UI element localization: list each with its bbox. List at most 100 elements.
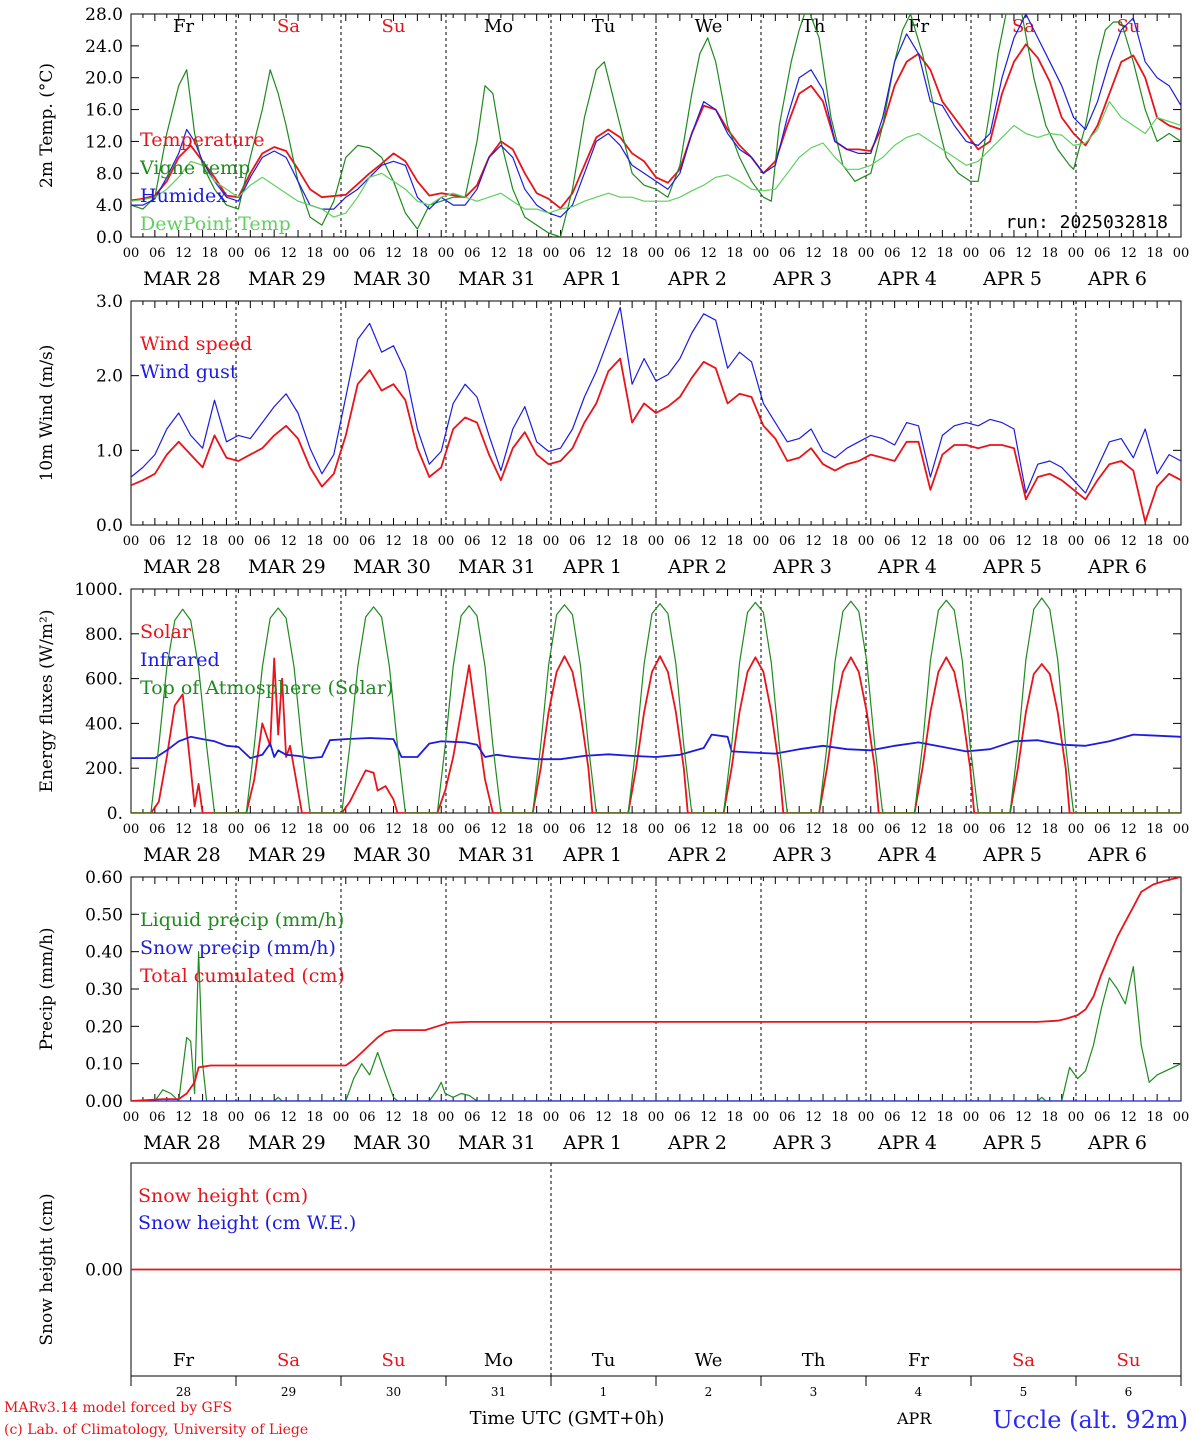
day-number: 6 xyxy=(1125,1385,1133,1399)
date-label: APR 3 xyxy=(772,268,832,290)
date-label: APR 1 xyxy=(562,844,622,866)
hour-label: 12 xyxy=(1015,246,1032,261)
legend-entry: Snow precip (mm/h) xyxy=(140,937,336,959)
hour-label: 18 xyxy=(516,534,533,549)
date-label: APR 4 xyxy=(877,844,937,866)
hour-label: 00 xyxy=(753,534,770,549)
hour-label: 12 xyxy=(280,1110,297,1125)
series-line-temperature xyxy=(131,43,1181,210)
hour-label: 06 xyxy=(254,1110,271,1125)
hour-label: 06 xyxy=(884,246,901,261)
date-label: MAR 30 xyxy=(353,556,431,578)
hour-label: 18 xyxy=(831,246,848,261)
hour-label: 18 xyxy=(831,822,848,837)
hour-label: 06 xyxy=(254,246,271,261)
hour-label: 12 xyxy=(595,534,612,549)
day-number: 29 xyxy=(281,1385,296,1399)
date-label: APR 1 xyxy=(562,556,622,578)
legend-entry: Wind gust xyxy=(140,361,238,383)
y-tick-label: 0.10 xyxy=(85,1055,123,1075)
hour-label: 06 xyxy=(989,534,1006,549)
weekday-label: Tu xyxy=(592,16,616,37)
y-axis-label: 2m Temp. (°C) xyxy=(37,63,57,188)
hour-label: 18 xyxy=(516,822,533,837)
day-number: 4 xyxy=(915,1385,923,1399)
date-label: APR 3 xyxy=(772,844,832,866)
date-label: APR 2 xyxy=(667,844,727,866)
date-label: MAR 28 xyxy=(143,268,221,290)
hour-label: 00 xyxy=(333,534,350,549)
date-label: MAR 31 xyxy=(458,268,536,290)
y-axis-label: Energy fluxes (W/m²) xyxy=(37,610,57,793)
legend-entry: Temperature xyxy=(140,129,264,151)
weekday-label: Fr xyxy=(173,1350,194,1371)
hour-label: 06 xyxy=(989,246,1006,261)
legend-entry: Vigne temp xyxy=(139,157,250,179)
hour-label: 12 xyxy=(280,246,297,261)
date-label: APR 6 xyxy=(1087,556,1147,578)
hour-label: 18 xyxy=(831,1110,848,1125)
hour-label: 06 xyxy=(149,534,166,549)
y-tick-label: 0.20 xyxy=(85,1017,123,1037)
date-label: MAR 30 xyxy=(353,1132,431,1154)
date-label: MAR 31 xyxy=(458,844,536,866)
hour-label: 06 xyxy=(1094,1110,1111,1125)
y-axis-label: 10m Wind (m/s) xyxy=(37,345,57,482)
hour-label: 12 xyxy=(1120,534,1137,549)
y-tick-label: 0.50 xyxy=(85,905,123,925)
hour-label: 18 xyxy=(726,246,743,261)
hour-label: 18 xyxy=(411,246,428,261)
series-line-solar xyxy=(131,655,1181,813)
hour-label: 00 xyxy=(123,1110,140,1125)
hour-label: 12 xyxy=(1120,1110,1137,1125)
y-tick-label: 400. xyxy=(85,714,123,734)
legend-entry: Humidex xyxy=(140,185,227,207)
run-label: run: 2025032818 xyxy=(1005,212,1168,233)
day-number: 31 xyxy=(491,1385,506,1399)
hour-label: 18 xyxy=(1041,246,1058,261)
hour-label: 00 xyxy=(123,246,140,261)
panel-5: 0.00 Snow height (cm) Fr Sa Su Mo Tu We Th Fr Sa Su… xyxy=(37,1162,1182,1399)
series-line-wind-speed xyxy=(131,357,1181,523)
hour-label: 12 xyxy=(595,1110,612,1125)
hour-label: 06 xyxy=(884,534,901,549)
model-credit: MARv3.14 model forced by GFS xyxy=(4,1400,232,1416)
weekday-label: Fr xyxy=(908,16,929,37)
hour-label: 18 xyxy=(621,246,638,261)
hour-label: 12 xyxy=(280,822,297,837)
hour-label: 00 xyxy=(438,822,455,837)
y-tick-label: 0.0 xyxy=(96,516,123,536)
y-tick-label: 8.0 xyxy=(96,164,123,184)
y-tick-label: 2.0 xyxy=(96,367,123,387)
hour-label: 18 xyxy=(726,822,743,837)
hour-label: 06 xyxy=(359,822,376,837)
y-tick-label: 800. xyxy=(85,625,123,645)
hour-label: 06 xyxy=(359,1110,376,1125)
hour-label: 00 xyxy=(228,822,245,837)
hour-label: 06 xyxy=(254,822,271,837)
hour-label: 12 xyxy=(385,534,402,549)
station-label: Uccle (alt. 92m) xyxy=(992,1406,1188,1434)
hour-label: 00 xyxy=(963,246,980,261)
hour-label: 00 xyxy=(858,1110,875,1125)
date-label: APR 4 xyxy=(877,268,937,290)
hour-label: 00 xyxy=(963,822,980,837)
hour-label: 18 xyxy=(516,246,533,261)
hour-label: 00 xyxy=(753,1110,770,1125)
hour-label: 18 xyxy=(306,822,323,837)
month-label: APR xyxy=(896,1409,932,1428)
hour-label: 18 xyxy=(936,822,953,837)
hour-label: 00 xyxy=(753,822,770,837)
hour-label: 00 xyxy=(858,534,875,549)
y-tick-label: 12.0 xyxy=(85,132,123,152)
weekday-label: Fr xyxy=(173,16,194,37)
hour-label: 00 xyxy=(333,1110,350,1125)
day-number: 1 xyxy=(600,1385,608,1399)
hour-label: 12 xyxy=(910,822,927,837)
hour-label: 06 xyxy=(569,534,586,549)
legend-entry: Solar xyxy=(140,621,192,643)
hour-label: 00 xyxy=(1068,534,1085,549)
hour-label: 00 xyxy=(543,822,560,837)
weekday-label: Sa xyxy=(1012,1350,1035,1371)
